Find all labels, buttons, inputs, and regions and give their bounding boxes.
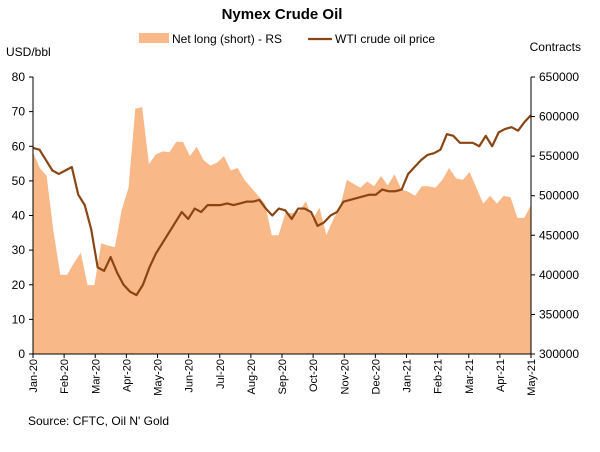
x-tick-label: Jul-20 (215, 359, 227, 389)
x-tick-label: Apr-20 (121, 359, 133, 392)
x-tick-label: Jan-20 (28, 359, 40, 393)
right-tick-label: 450000 (539, 228, 579, 242)
x-tick-label: Jun-20 (184, 359, 196, 393)
right-tick-label: 400000 (539, 268, 579, 282)
right-tick-label: 650000 (539, 70, 579, 84)
left-axis-label: USD/bbl (6, 45, 51, 59)
left-tick-label: 80 (12, 70, 26, 84)
source-note: Source: CFTC, Oil N' Gold (28, 414, 169, 428)
wti-price-line (32, 114, 532, 297)
legend: Net long (short) - RS WTI crude oil pric… (139, 32, 435, 46)
x-tick-label: Mar-21 (464, 359, 476, 394)
left-tick-label: 70 (12, 105, 26, 119)
right-tick-label: 500000 (539, 189, 579, 203)
legend-line-label: WTI crude oil price (335, 32, 435, 46)
x-tick-label: Dec-20 (370, 359, 382, 394)
x-tick-label: Oct-20 (308, 359, 320, 392)
left-tick-label: 60 (12, 139, 26, 153)
x-tick-label: Feb-20 (59, 359, 71, 394)
left-tick-label: 20 (12, 278, 26, 292)
left-tick-label: 10 (12, 312, 26, 326)
legend-area-label: Net long (short) - RS (172, 32, 282, 46)
x-tick-label: Sep-20 (277, 359, 289, 394)
x-tick-label: Feb-21 (433, 359, 445, 394)
right-tick-label: 350000 (539, 307, 579, 321)
chart-title: Nymex Crude Oil (222, 6, 343, 23)
x-tick-label: Aug-20 (246, 359, 258, 394)
right-tick-label: 550000 (539, 149, 579, 163)
x-tick-label: Mar-20 (90, 359, 102, 394)
right-tick-label: 600000 (539, 110, 579, 124)
legend-area-swatch (139, 33, 169, 43)
left-tick-label: 40 (12, 209, 26, 223)
right-axis-label: Contracts (530, 40, 581, 54)
x-tick-label: Nov-20 (339, 359, 351, 394)
x-tick-label: May-21 (526, 359, 538, 396)
x-tick-label: Apr-21 (495, 359, 507, 392)
right-tick-label: 300000 (539, 347, 579, 361)
left-tick-label: 30 (12, 243, 26, 257)
left-tick-label: 50 (12, 174, 26, 188)
net-long-area (33, 107, 531, 354)
x-tick-label: May-20 (153, 359, 165, 396)
x-tick-label: Jan-21 (402, 359, 414, 393)
left-tick-label: 0 (18, 347, 25, 361)
